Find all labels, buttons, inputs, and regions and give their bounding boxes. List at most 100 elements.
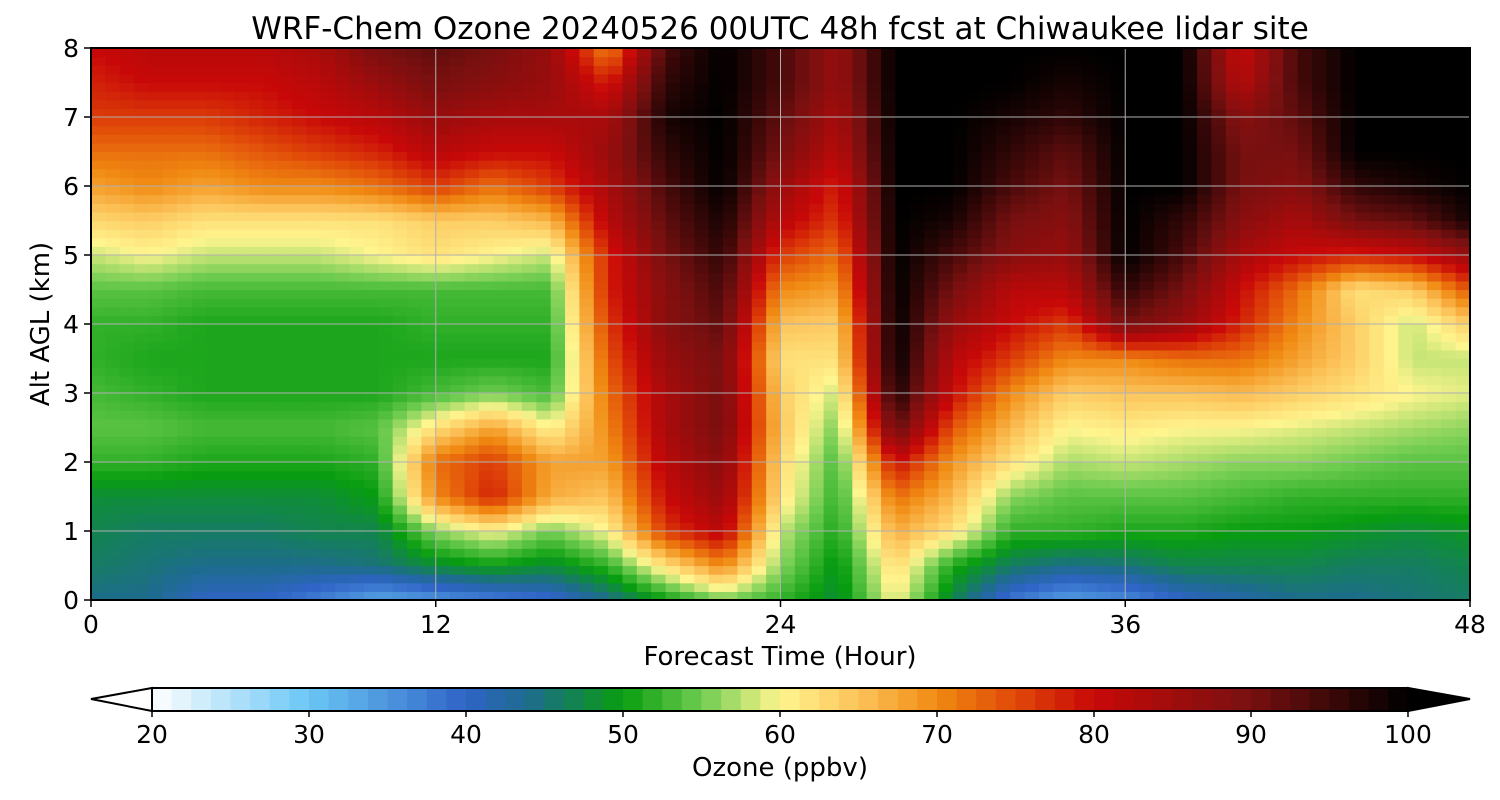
ozone-cell: [895, 229, 911, 239]
ozone-cell: [866, 487, 882, 498]
ozone-cell: [952, 246, 968, 256]
ozone-cell: [1297, 289, 1313, 299]
ozone-cell: [191, 272, 207, 282]
ozone-cell: [205, 436, 221, 446]
ozone-cell: [1383, 410, 1399, 420]
ozone-cell: [521, 263, 537, 273]
ozone-cell: [220, 582, 236, 592]
ozone-cell: [1326, 160, 1342, 170]
ozone-cell: [220, 211, 236, 222]
ozone-cell: [1355, 358, 1371, 368]
ozone-cell: [493, 539, 509, 549]
ozone-cell: [651, 358, 667, 368]
ozone-cell: [306, 401, 322, 411]
ozone-cell: [263, 444, 279, 454]
ozone-cell: [766, 393, 782, 403]
ozone-cell: [852, 591, 868, 600]
ozone-cell: [780, 401, 796, 411]
ozone-cell: [1412, 548, 1428, 558]
ozone-cell: [1254, 444, 1270, 454]
ozone-cell: [134, 522, 150, 532]
ozone-cell: [521, 220, 537, 230]
ozone-cell: [1039, 186, 1055, 196]
ozone-cell: [1197, 229, 1213, 239]
ozone-cell: [967, 280, 983, 291]
ozone-cell: [1110, 539, 1126, 549]
ozone-cell: [435, 496, 451, 506]
ozone-cell: [579, 237, 595, 247]
ozone-cell: [1398, 272, 1414, 282]
ozone-cell: [162, 324, 178, 334]
ozone-cell: [363, 168, 379, 178]
ozone-cell: [1211, 168, 1227, 178]
ozone-cell: [895, 289, 911, 299]
ozone-cell: [1297, 332, 1313, 342]
ozone-cell: [191, 574, 207, 584]
ozone-cell: [91, 513, 106, 523]
ozone-cell: [1211, 453, 1227, 463]
ozone-cell: [1268, 548, 1284, 558]
ozone-cell: [407, 565, 422, 575]
ozone-cell: [1426, 237, 1442, 247]
ozone-cell: [1398, 393, 1414, 403]
ozone-cell: [205, 341, 221, 351]
ozone-cell: [579, 531, 595, 541]
ozone-cell: [608, 548, 624, 558]
ozone-cell: [1355, 513, 1371, 523]
ozone-cell: [306, 574, 322, 584]
ozone-cell: [608, 513, 624, 523]
ozone-cell: [521, 186, 537, 196]
ozone-cell: [1053, 160, 1069, 170]
ozone-cell: [794, 487, 810, 498]
ozone-cell: [1355, 565, 1371, 575]
ozone-cell: [134, 272, 150, 282]
ozone-cell: [622, 513, 638, 523]
ozone-cell: [1383, 220, 1399, 230]
ozone-cell: [852, 539, 868, 549]
ozone-cell: [1096, 496, 1112, 506]
ozone-cell: [263, 237, 279, 247]
ozone-cell: [335, 513, 351, 523]
ozone-cell: [1053, 306, 1069, 316]
ozone-cell: [1197, 324, 1213, 334]
ozone-cell: [895, 548, 911, 558]
ozone-cell: [1326, 548, 1342, 558]
ozone-cell: [651, 367, 667, 377]
ozone-cell: [1139, 574, 1155, 584]
ozone-cell: [320, 410, 336, 420]
ozone-cell: [823, 548, 839, 558]
ozone-cell: [1125, 487, 1141, 498]
ozone-cell: [277, 315, 293, 325]
ozone-cell: [1268, 186, 1284, 196]
ozone-cell: [191, 418, 207, 429]
ozone-cell: [263, 151, 279, 161]
ozone-cell: [478, 487, 494, 498]
ozone-cell: [708, 220, 724, 230]
ozone-cell: [1096, 263, 1112, 273]
ozone-cell: [507, 306, 523, 316]
ozone-cell: [249, 211, 264, 222]
ozone-cell: [464, 324, 480, 334]
ozone-cell: [550, 306, 566, 316]
ozone-cell: [507, 444, 523, 454]
ozone-cell: [435, 505, 451, 515]
ozone-cell: [421, 556, 437, 567]
ozone-cell: [392, 160, 408, 170]
ozone-cell: [1039, 375, 1055, 385]
ozone-cell: [1053, 548, 1069, 558]
ozone-cell: [1441, 522, 1457, 532]
ozone-cell: [435, 418, 451, 429]
ozone-cell: [378, 358, 394, 368]
ozone-cell: [866, 237, 882, 247]
ozone-cell: [335, 237, 351, 247]
ozone-cell: [636, 574, 652, 584]
ozone-cell: [1283, 237, 1299, 247]
ozone-cell: [1197, 280, 1213, 291]
ozone-cell: [679, 401, 695, 411]
ozone-cell: [1096, 393, 1112, 403]
ozone-cell: [852, 513, 868, 523]
ozone-cell: [1053, 203, 1069, 213]
ozone-cell: [478, 194, 494, 204]
ozone-cell: [924, 418, 940, 429]
ozone-cell: [679, 272, 695, 282]
